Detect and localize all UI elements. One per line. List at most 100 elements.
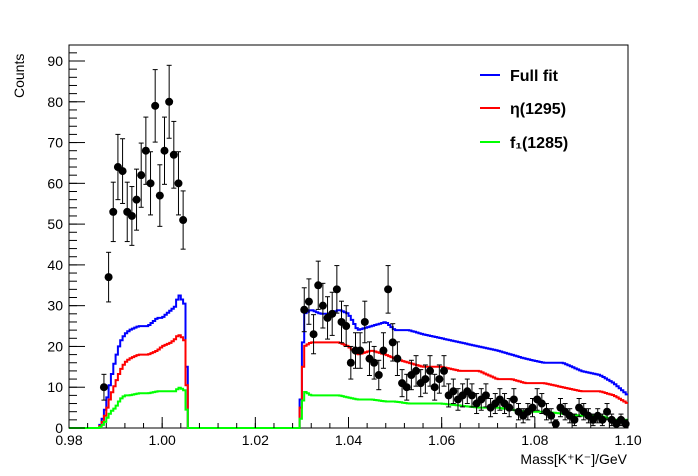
data-marker [118, 167, 127, 176]
y-axis-label: Counts [11, 54, 27, 98]
data-point [179, 190, 188, 250]
data-point [412, 355, 421, 387]
data-point [393, 341, 402, 376]
data-marker [509, 395, 518, 404]
data-point [481, 383, 490, 408]
data-marker [342, 322, 351, 331]
data-points [99, 64, 630, 429]
data-marker [174, 179, 183, 188]
data-point [463, 378, 472, 405]
x-tick-label: 1.04 [335, 432, 362, 448]
data-marker [430, 383, 439, 392]
data-point [160, 116, 169, 185]
data-point [165, 64, 174, 139]
data-marker [412, 366, 421, 375]
data-point [337, 300, 346, 344]
y-tick-label: 70 [47, 135, 63, 151]
data-point [370, 345, 379, 380]
data-point [467, 383, 476, 408]
data-marker [332, 285, 341, 294]
data-point [328, 291, 337, 336]
legend-label-f1-1285: f₁(1285) [510, 135, 568, 152]
data-marker [304, 297, 313, 306]
data-point [603, 403, 612, 421]
data-marker [537, 399, 546, 408]
data-marker [384, 285, 393, 294]
x-axis-label: Mass[K⁺K⁻]/GeV [520, 451, 627, 467]
data-marker [104, 273, 113, 282]
data-point [300, 287, 309, 333]
data-marker [169, 150, 178, 159]
data-point [374, 359, 383, 391]
legend-label-eta1295: η(1295) [510, 101, 566, 118]
data-point [132, 168, 141, 231]
legend: Full fit η(1295) f₁(1285) [480, 68, 568, 152]
y-tick-label: 80 [47, 94, 63, 110]
data-point [528, 397, 537, 418]
x-tick-label: 0.98 [55, 432, 82, 448]
data-point [127, 186, 136, 246]
data-point [309, 314, 318, 355]
data-point [598, 413, 607, 427]
data-marker [137, 171, 146, 180]
data-point [449, 378, 458, 405]
data-point [444, 383, 453, 408]
data-point [384, 265, 393, 314]
data-point [155, 164, 164, 227]
data-point [435, 364, 444, 394]
y-tick-label: 40 [47, 257, 63, 273]
data-point [137, 142, 146, 208]
y-tick-label: 60 [47, 175, 63, 191]
data-marker [528, 403, 537, 412]
data-marker [127, 211, 136, 220]
data-marker [318, 301, 327, 310]
data-marker [439, 366, 448, 375]
data-marker [547, 411, 556, 420]
data-marker [146, 179, 155, 188]
data-marker [356, 346, 365, 355]
y-tick-label: 20 [47, 338, 63, 354]
data-point [570, 413, 579, 427]
data-point [118, 138, 127, 204]
data-marker [393, 354, 402, 363]
data-point [505, 397, 514, 418]
data-point [113, 133, 122, 201]
data-marker [165, 97, 174, 106]
data-point [430, 373, 439, 401]
data-point [104, 251, 113, 303]
data-marker [449, 387, 458, 396]
axes: 0.98 1.00 1.02 1.04 1.06 1.08 1.10 0 10 20 30 40 50 6… [47, 52, 642, 448]
data-point [346, 345, 355, 380]
data-marker [99, 383, 108, 392]
data-point [304, 278, 313, 325]
data-point [402, 373, 411, 401]
data-marker [603, 407, 612, 416]
data-marker [151, 101, 160, 110]
data-marker [314, 281, 323, 290]
data-marker [346, 358, 355, 367]
data-marker [570, 415, 579, 424]
fit-curve-1 [69, 334, 628, 429]
data-point [174, 151, 183, 216]
data-point [318, 282, 327, 329]
data-marker [598, 415, 607, 424]
data-marker [141, 146, 150, 155]
data-marker [360, 317, 369, 326]
data-point [426, 355, 435, 387]
data-marker [388, 338, 397, 347]
y-tick-label: 90 [47, 53, 63, 69]
data-point [439, 355, 448, 387]
data-marker [435, 375, 444, 384]
data-marker [467, 391, 476, 400]
data-point [356, 332, 365, 369]
x-tick-label: 1.02 [242, 432, 269, 448]
x-tick-label: 1.10 [614, 432, 641, 448]
data-point [99, 373, 108, 401]
data-point [109, 181, 118, 243]
data-marker [402, 383, 411, 392]
data-marker [300, 305, 309, 314]
data-point [151, 69, 160, 143]
data-point [332, 265, 341, 314]
data-point [388, 323, 397, 362]
